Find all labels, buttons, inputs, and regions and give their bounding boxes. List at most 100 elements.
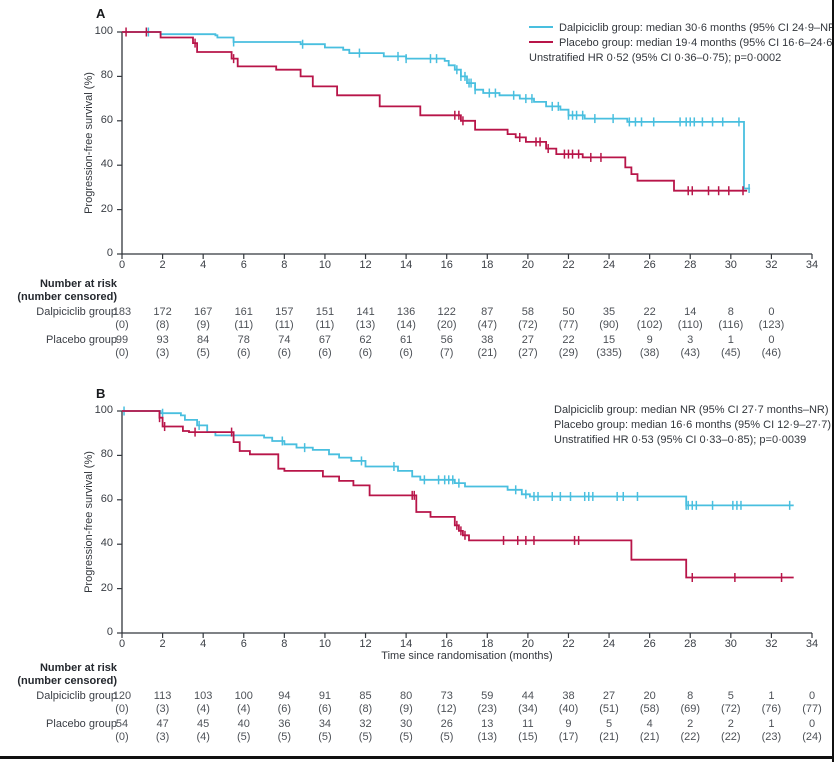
placebo-line-swatch — [529, 41, 553, 44]
x-tick-label-b: 18 — [481, 638, 494, 650]
x-tick-label-b: 34 — [805, 638, 819, 650]
risk-censored-value: (47) — [477, 319, 498, 331]
y-tick-label-a: 80 — [100, 69, 113, 82]
risk-at-risk-value: 44 — [521, 690, 534, 702]
y-tick-label-a: 40 — [100, 158, 113, 171]
risk-row-label: Placebo group — [46, 334, 117, 346]
risk-at-risk-value: 50 — [562, 306, 575, 318]
risk-censored-value: (34) — [518, 703, 538, 715]
risk-at-risk-value: 2 — [687, 718, 694, 730]
legend-panel-b: Dalpiciclib group: median NR (95% CI 27·… — [554, 403, 831, 448]
risk-at-risk-value: 47 — [156, 718, 169, 730]
risk-censored-value: (24) — [802, 731, 822, 743]
y-tick-label-a: 60 — [100, 113, 113, 126]
risk-censored-value: (6) — [399, 347, 413, 359]
risk-censored-value: (6) — [318, 347, 332, 359]
x-tick-label-b: 14 — [399, 638, 413, 650]
risk-table-header-line2: (number censored) — [17, 291, 117, 303]
risk-censored-value: (90) — [599, 319, 619, 331]
risk-censored-value: (27) — [518, 347, 538, 359]
risk-censored-value: (72) — [721, 703, 741, 715]
x-tick-label-b: 28 — [684, 638, 697, 650]
legend-entry-text: Dalpiciclib group: median NR (95% CI 27·… — [554, 404, 829, 416]
risk-censored-value: (6) — [277, 347, 292, 359]
risk-censored-value: (8) — [358, 703, 373, 715]
risk-at-risk-value: 5 — [605, 718, 613, 730]
risk-censored-value: (46) — [761, 347, 782, 359]
risk-at-risk-value: 54 — [115, 718, 129, 730]
risk-at-risk-value: 0 — [768, 334, 775, 346]
risk-censored-value: (14) — [396, 319, 416, 331]
risk-at-risk-value: 100 — [234, 690, 253, 702]
x-tick-label-b: 10 — [318, 638, 332, 650]
risk-row-label: Dalpiciclib group — [36, 306, 117, 318]
risk-at-risk-value: 0 — [768, 306, 775, 318]
x-tick-label-a: 18 — [481, 259, 494, 271]
x-tick-label-b: 12 — [359, 638, 372, 650]
risk-censored-value: (6) — [237, 347, 251, 359]
risk-at-risk-value: 22 — [643, 306, 656, 318]
risk-censored-value: (77) — [802, 703, 822, 715]
x-tick-label-b: 16 — [440, 638, 453, 650]
x-tick-label-b: 2 — [159, 638, 166, 650]
risk-censored-value: (12) — [436, 703, 457, 715]
x-tick-label-b: 30 — [724, 638, 737, 650]
risk-at-risk-value: 91 — [318, 690, 332, 702]
risk-at-risk-value: 94 — [278, 690, 291, 702]
risk-table-header-line2: (number censored) — [17, 675, 117, 687]
y-tick-label-a: 0 — [106, 247, 113, 259]
risk-censored-value: (11) — [234, 319, 254, 331]
risk-censored-value: (6) — [318, 703, 332, 715]
risk-censored-value: (5) — [358, 731, 373, 743]
risk-at-risk-value: 84 — [197, 334, 210, 346]
risk-censored-value: (21) — [477, 347, 498, 359]
risk-at-risk-value: 30 — [399, 718, 413, 730]
risk-censored-value: (21) — [599, 731, 619, 743]
risk-at-risk-value: 67 — [318, 334, 332, 346]
legend-entry-text: Dalpiciclib group: median 30·6 months (9… — [559, 22, 834, 34]
legend-entry-text: Unstratified HR 0·52 (95% CI 0·36–0·75);… — [529, 52, 782, 64]
x-tick-label-b: 20 — [521, 638, 534, 650]
risk-censored-value: (23) — [761, 731, 782, 743]
risk-censored-value: (22) — [680, 731, 701, 743]
y-tick-label-a: 100 — [94, 25, 113, 37]
x-axis-title: Time since randomisation (months) — [381, 650, 553, 662]
x-tick-label-a: 4 — [200, 259, 207, 271]
risk-at-risk-value: 20 — [643, 690, 656, 702]
risk-at-risk-value: 61 — [399, 334, 413, 346]
risk-censored-value: (29) — [558, 347, 579, 359]
risk-censored-value: (11) — [274, 319, 294, 331]
risk-at-risk-value: 78 — [237, 334, 250, 346]
risk-at-risk-value: 80 — [399, 690, 413, 702]
x-tick-label-a: 32 — [765, 259, 778, 271]
x-tick-label-a: 30 — [724, 259, 737, 271]
x-tick-label-a: 12 — [359, 259, 372, 271]
x-tick-label-a: 26 — [643, 259, 656, 271]
x-tick-label-b: 4 — [200, 638, 207, 650]
legend-entry-text: Unstratified HR 0·53 (95% CI 0·33–0·85);… — [554, 434, 807, 446]
risk-row-label: Dalpiciclib group — [36, 690, 117, 702]
risk-at-risk-value: 40 — [237, 718, 250, 730]
risk-at-risk-value: 14 — [684, 306, 697, 318]
risk-at-risk-value: 22 — [562, 334, 575, 346]
risk-censored-value: (38) — [639, 347, 660, 359]
risk-at-risk-value: 0 — [808, 718, 816, 730]
risk-censored-value: (13) — [355, 319, 376, 331]
legend-entry: Placebo group: median 16·6 months (95% C… — [554, 418, 831, 433]
risk-censored-value: (116) — [718, 319, 744, 331]
risk-at-risk-value: 122 — [437, 306, 456, 318]
y-tick-label-b: 80 — [100, 448, 113, 461]
risk-row-label: Placebo group — [46, 718, 117, 730]
legend-entry-text: Placebo group: median 16·6 months (95% C… — [554, 419, 831, 431]
risk-censored-value: (5) — [318, 731, 332, 743]
risk-censored-value: (5) — [399, 731, 413, 743]
risk-censored-value: (4) — [237, 703, 251, 715]
x-tick-label-b: 8 — [281, 638, 288, 650]
risk-at-risk-value: 172 — [153, 306, 172, 318]
risk-at-risk-value: 8 — [727, 306, 734, 318]
risk-censored-value: (11) — [315, 319, 335, 331]
x-tick-label-a: 34 — [805, 259, 819, 271]
risk-at-risk-value: 27 — [602, 690, 616, 702]
risk-censored-value: (3) — [155, 347, 170, 359]
